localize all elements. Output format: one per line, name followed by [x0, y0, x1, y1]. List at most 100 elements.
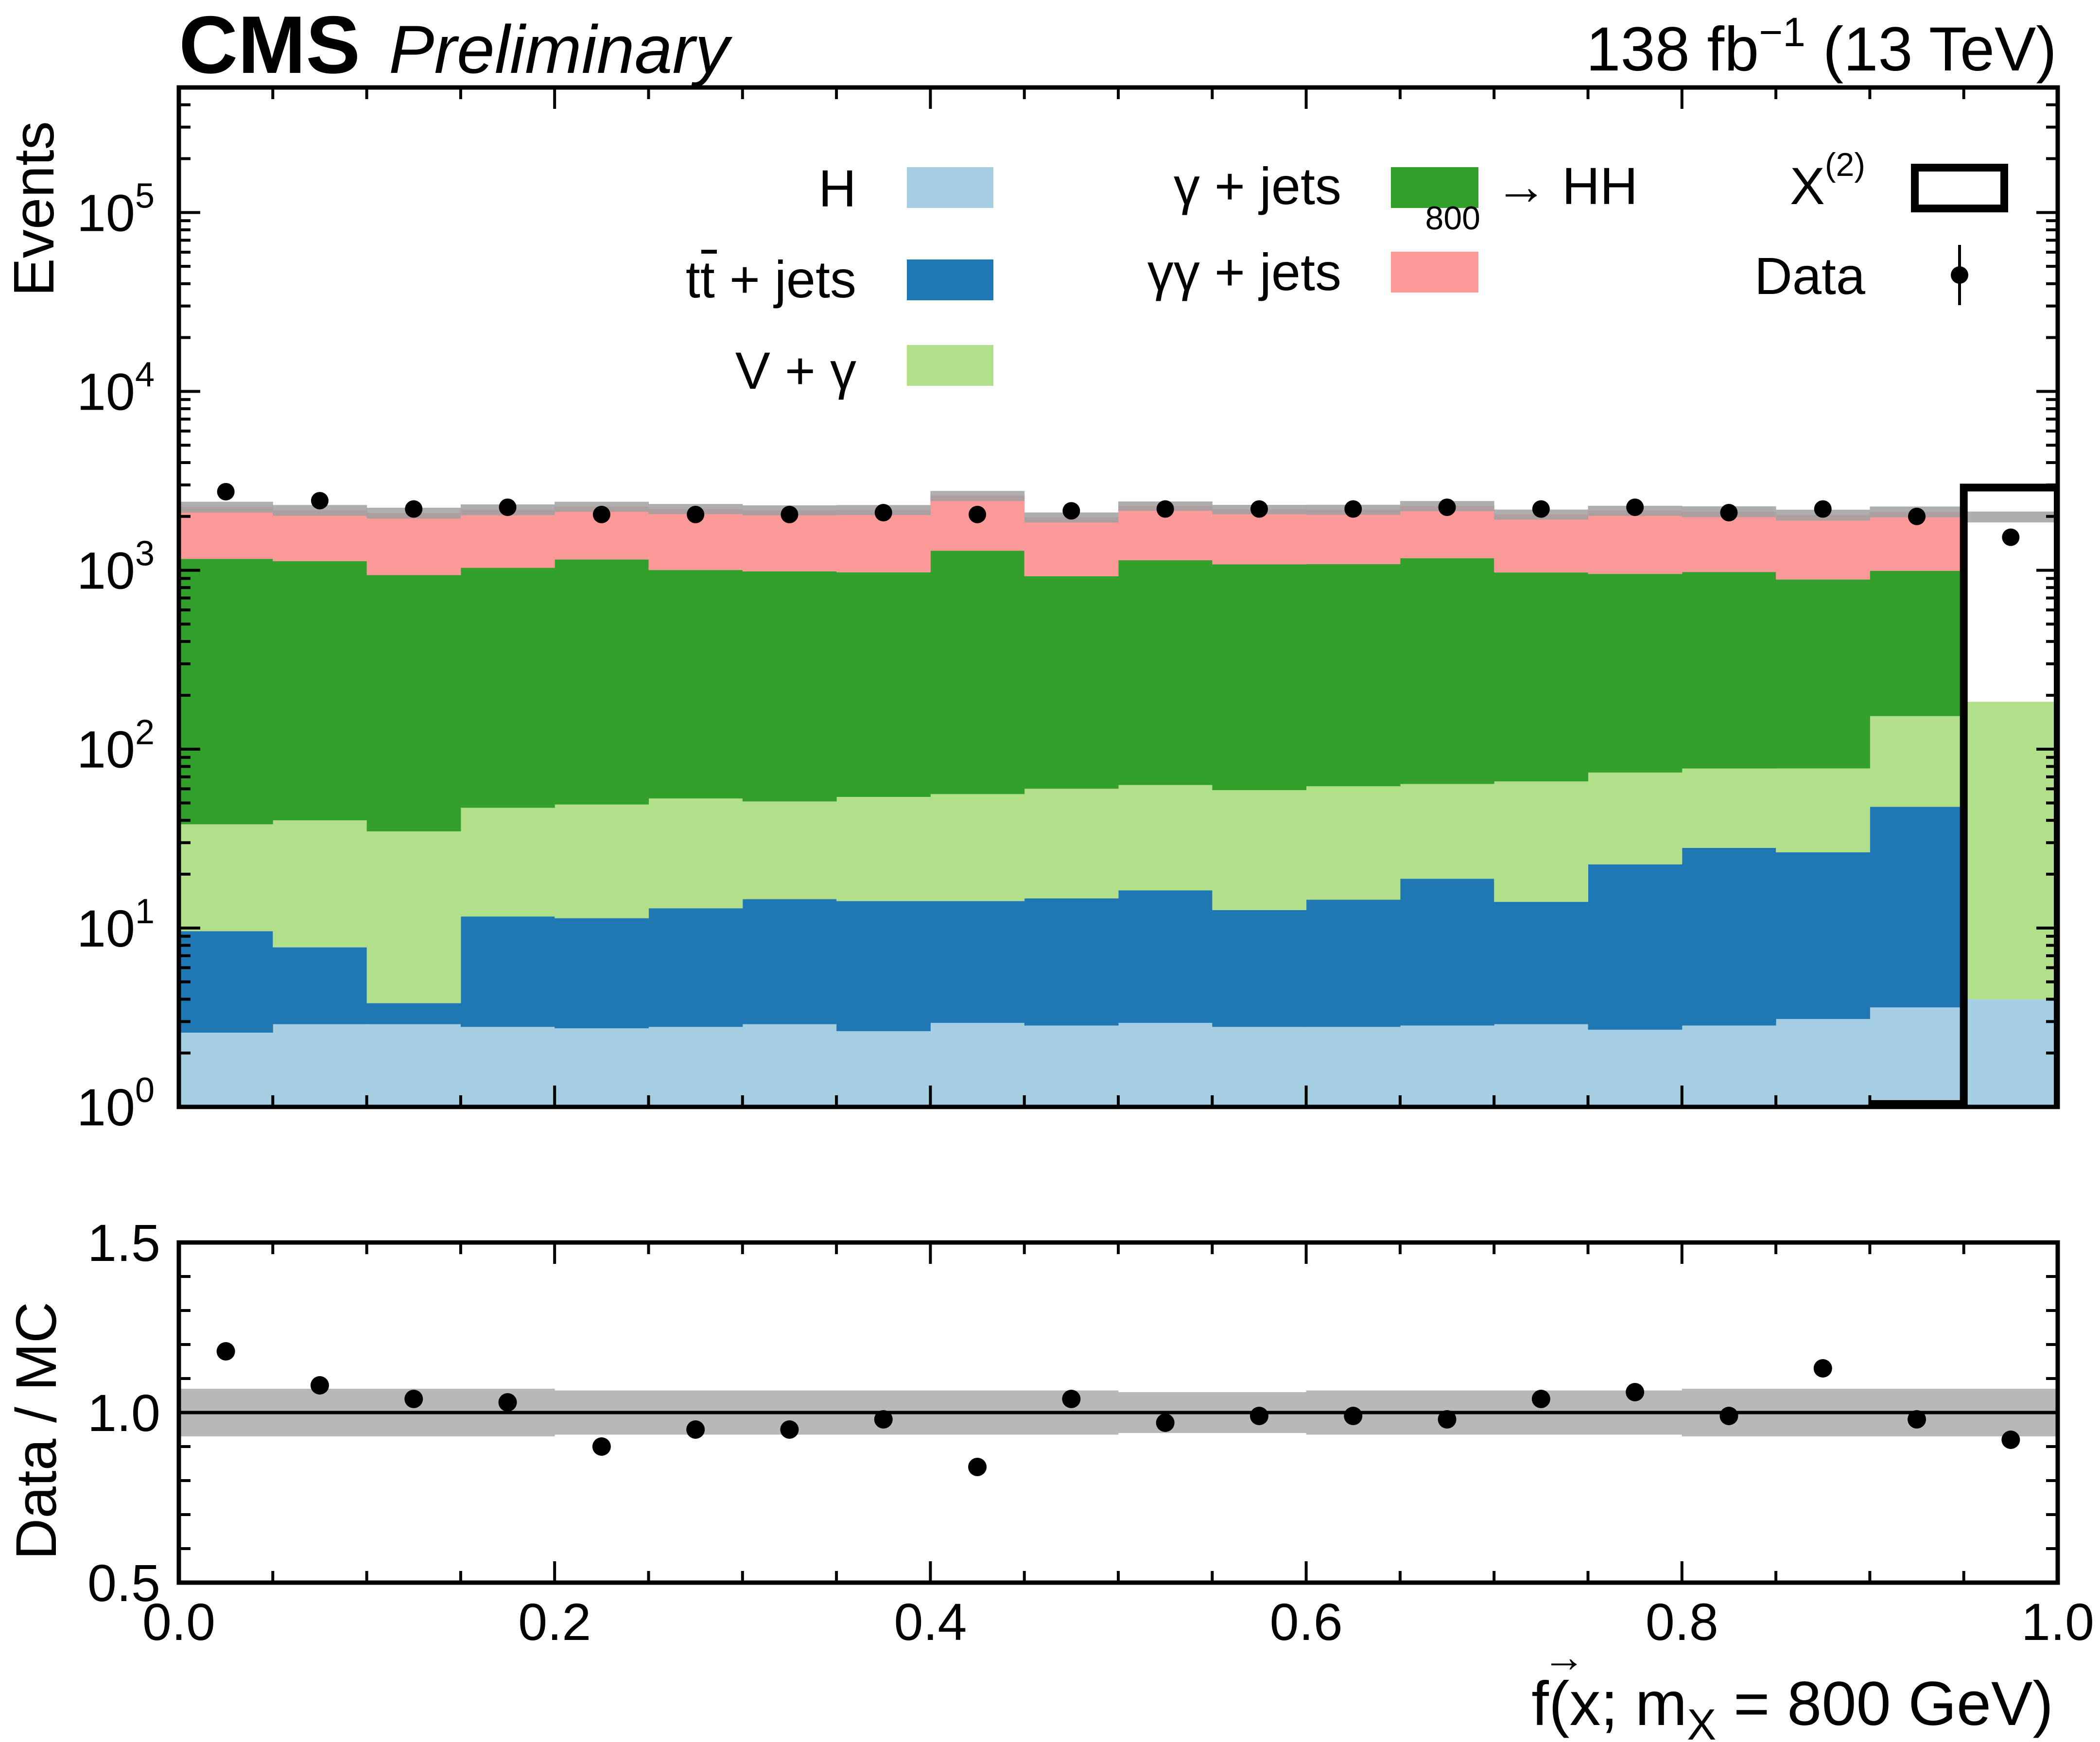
- data-point-18: [1908, 507, 1926, 525]
- data-point-15: [1626, 498, 1644, 516]
- stack-bar-0-13: [1400, 1025, 1494, 1107]
- stack-bar-2-16: [1682, 768, 1776, 848]
- stack-bar-2-15: [1588, 772, 1683, 864]
- legend-swatch-signal: [1911, 164, 2008, 212]
- mc-band-bin-0: [179, 501, 273, 513]
- stack-bar-2-17: [1776, 768, 1870, 853]
- stack-bar-1-17: [1776, 852, 1870, 1019]
- stack-bar-2-13: [1400, 784, 1494, 879]
- lumi-label: 138 fb−1 (13 TeV): [1586, 9, 2057, 84]
- legend-swatch-ttbar: [907, 259, 993, 300]
- legend-label-gjets: γ + jets: [1174, 156, 1341, 215]
- ratio-y-tick-label-0: 0.5: [87, 1553, 160, 1612]
- legend-entry-signal: X(2) 800 → HH: [1425, 146, 2008, 237]
- stack-bar-1-7: [836, 901, 931, 1032]
- stack-bar-4-1: [273, 510, 367, 561]
- legend-entry-h: H: [818, 159, 993, 218]
- legend-entry-vgamma: V + γ: [735, 341, 993, 400]
- data-point-11: [1250, 500, 1268, 518]
- stack-bar-3-9: [1024, 576, 1119, 789]
- stack-bar-3-4: [555, 559, 649, 805]
- ratio-point-7: [874, 1410, 893, 1429]
- stack-bar-3-13: [1400, 558, 1494, 784]
- stack-bar-3-2: [366, 575, 461, 831]
- stack-bar-4-8: [930, 496, 1025, 551]
- stack-bar-3-12: [1306, 564, 1401, 787]
- stack-bar-2-10: [1118, 785, 1213, 891]
- stack-bar-4-2: [366, 513, 461, 575]
- ratio-point-16: [1719, 1407, 1738, 1425]
- legend-swatch-vgamma: [907, 345, 993, 386]
- data-point-14: [1532, 500, 1550, 518]
- ratio-y-axis-title: Data / MC: [4, 1302, 69, 1560]
- ratio-point-18: [1908, 1410, 1926, 1429]
- x-tick-label-3: 0.6: [1270, 1592, 1343, 1651]
- ratio-point-8: [968, 1458, 987, 1476]
- main-y-axis-title: Events: [2, 121, 66, 296]
- ratio-frame: [176, 1240, 2060, 1585]
- data-point-16: [1720, 503, 1738, 521]
- ratio-points: [216, 1342, 2020, 1476]
- stack-bar-1-12: [1306, 899, 1401, 1027]
- stack-bar-2-1: [273, 820, 367, 948]
- stack-bar-0-4: [555, 1028, 649, 1107]
- data-point-1: [311, 492, 329, 510]
- stack-bar-1-10: [1118, 890, 1213, 1023]
- data-point-7: [874, 503, 892, 521]
- ratio-x-tick-labels: 0.0 0.2 0.4 0.6 0.8 1.0: [142, 1592, 2094, 1651]
- stack-bar-1-8: [930, 901, 1025, 1023]
- main-frame: [176, 85, 2060, 1109]
- x-tick-label-0: 0.0: [142, 1592, 215, 1651]
- stack-bar-3-11: [1212, 564, 1307, 791]
- status-label: Preliminary: [389, 11, 733, 87]
- stack-bar-4-11: [1212, 509, 1307, 565]
- ratio-point-0: [216, 1342, 235, 1361]
- stack-bar-4-12: [1306, 509, 1401, 564]
- x-tick-label-5: 1.0: [2021, 1592, 2094, 1651]
- legend-label-data: Data: [1754, 246, 1866, 305]
- stack-bar-0-16: [1682, 1025, 1776, 1107]
- stack-bar-3-5: [648, 570, 743, 799]
- stack-bar-0-19: [1963, 999, 2058, 1107]
- stack-bar-4-0: [179, 507, 273, 559]
- stack-bar-3-3: [460, 568, 555, 808]
- stack-bar-0-8: [930, 1023, 1025, 1107]
- ratio-point-14: [1531, 1390, 1550, 1408]
- main-y-tick-label-0: 100: [77, 1071, 155, 1137]
- stack-bar-1-3: [460, 916, 555, 1027]
- stack-bar-4-9: [1024, 517, 1119, 576]
- stack-bar-2-9: [1024, 789, 1119, 898]
- stack-bar-3-18: [1870, 570, 1964, 716]
- stack-bar-4-14: [1494, 514, 1588, 573]
- legend-label-h: H: [818, 159, 856, 218]
- ratio-panel: 0.5 1.0 1.5 0.0 0.2 0.4 0.6 0.8 1.0 Data / MC f…: [4, 1213, 2094, 1742]
- stack-bar-0-15: [1588, 1030, 1683, 1107]
- stack-bar-1-16: [1682, 847, 1776, 1026]
- stack-bar-2-0: [179, 824, 273, 931]
- ratio-y-tick-label-2: 1.5: [87, 1213, 160, 1272]
- stack-bar-0-7: [836, 1031, 931, 1107]
- stack-bar-2-19: [1963, 702, 2058, 1000]
- legend-data-marker: [1951, 266, 1968, 284]
- stack-bar-1-15: [1588, 864, 1683, 1030]
- stack-bar-0-0: [179, 1033, 273, 1107]
- stack-bar-2-2: [366, 831, 461, 1003]
- stack-bar-2-5: [648, 798, 743, 909]
- stack-bar-1-6: [742, 899, 837, 1024]
- ratio-point-12: [1344, 1407, 1363, 1425]
- ratio-point-4: [592, 1437, 611, 1456]
- mc-band-bin-1: [273, 505, 367, 516]
- data-point-17: [1814, 500, 1832, 518]
- stack-bar-0-17: [1776, 1019, 1870, 1107]
- main-panel: 100 101 102 103 104 105 Events: [2, 85, 2060, 1137]
- data-points: [217, 483, 2020, 546]
- stack-bar-2-8: [930, 794, 1025, 901]
- stack-bar-0-1: [273, 1024, 367, 1107]
- stack-bar-3-0: [179, 559, 273, 825]
- stack-bar-2-18: [1870, 716, 1964, 807]
- stack-bar-1-11: [1212, 910, 1307, 1027]
- data-point-6: [781, 505, 798, 523]
- stack-bar-2-3: [460, 808, 555, 917]
- mc-band-bin-19: [1963, 511, 2058, 523]
- ratio-point-2: [404, 1390, 423, 1408]
